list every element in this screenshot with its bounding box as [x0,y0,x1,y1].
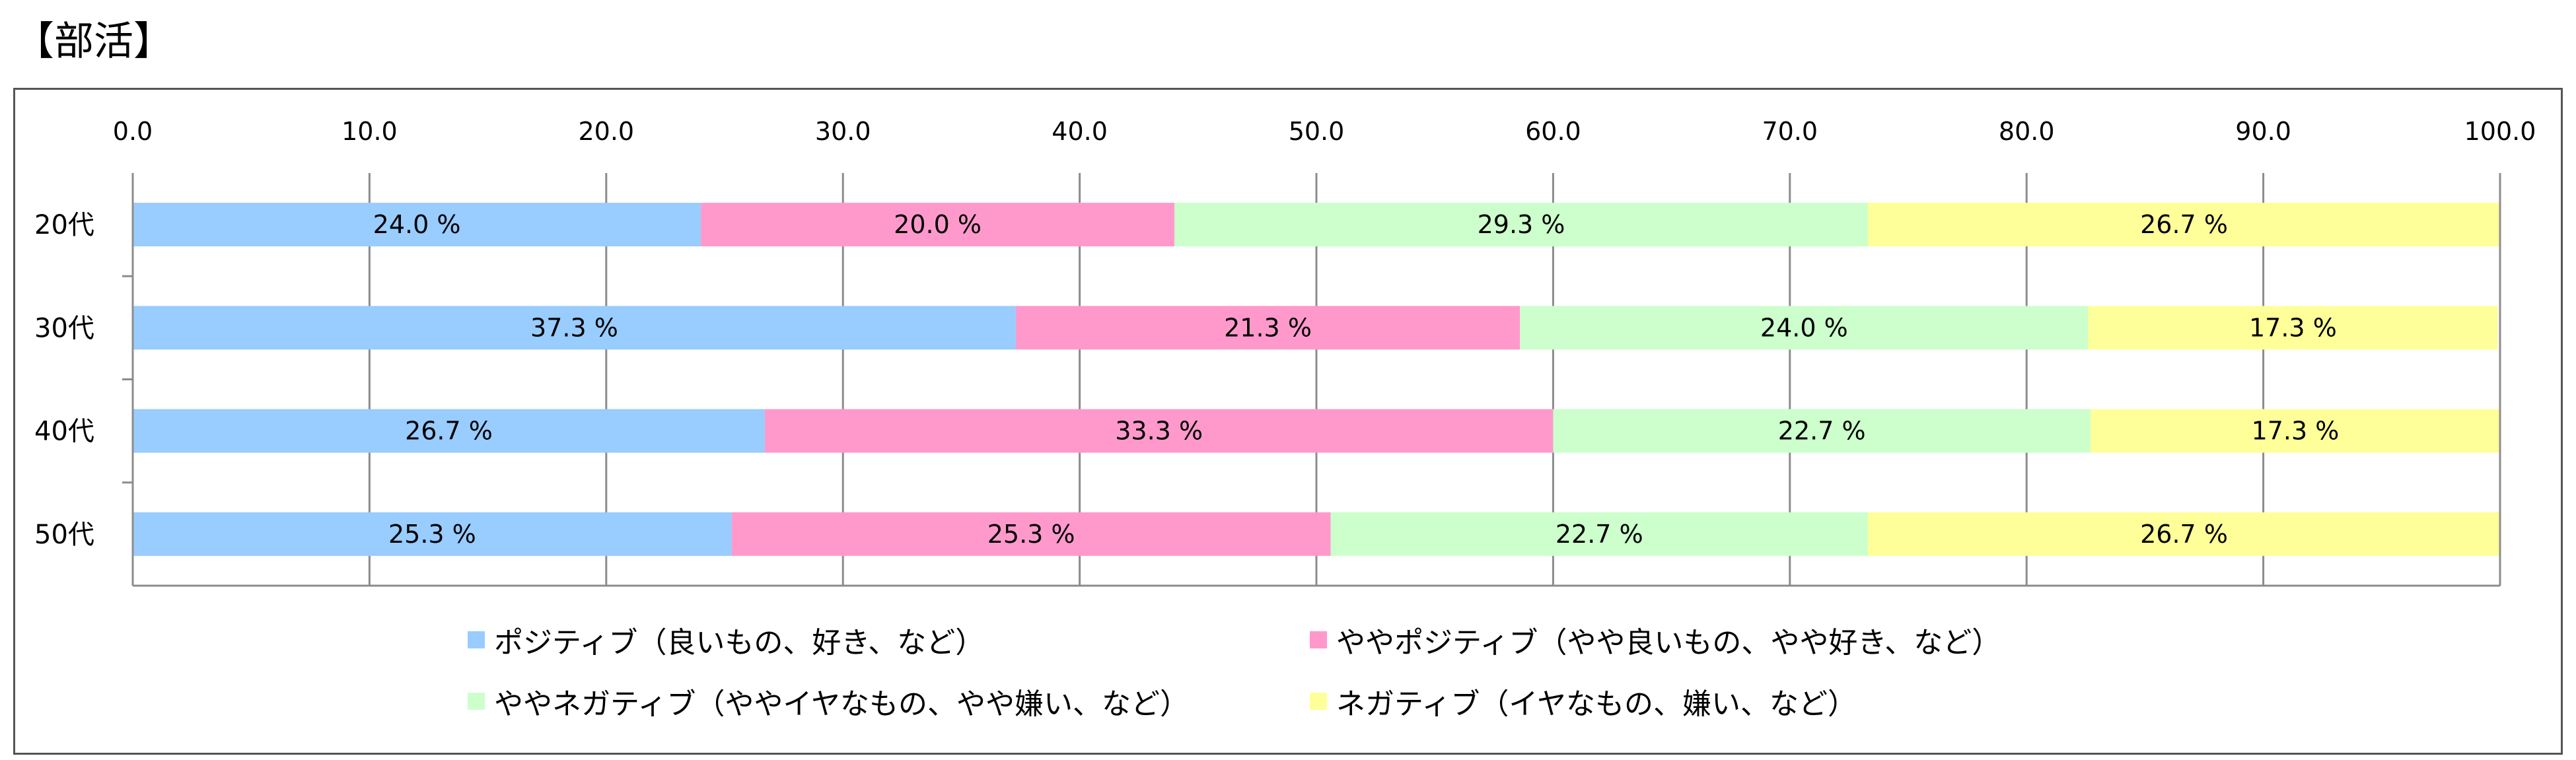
bar-segment [1868,203,2500,247]
bar-segment [133,306,1016,350]
data-label: 29.3 % [1478,210,1565,239]
legend: ポジティブ（良いもの、好き、など） ややポジティブ（やや良いもの、やや好き、など）… [468,626,2001,721]
x-tick-label: 0.0 [113,117,153,146]
bar-segment [701,203,1174,247]
chart-frame [13,88,2563,755]
page-title: 【部活】 [15,18,173,65]
x-tick-label: 90.0 [2235,117,2291,146]
labels: 0.0 10.0 20.0 30.0 40.0 50.0 60.0 70.0 80.0 90.0 1… [34,117,2536,550]
data-label: 37.3 % [530,313,618,342]
category-label: 20代 [34,210,94,240]
x-tick-label: 40.0 [1052,117,1108,146]
bar-segment [2088,306,2498,350]
data-label: 24.0 % [1760,313,1848,342]
data-label: 26.7 % [405,417,493,446]
x-tick-label: 100.0 [2464,117,2536,146]
bar-segment [1015,306,1521,350]
bar-segment [1553,409,2091,453]
bar-segment [1868,512,2500,556]
category-label: 50代 [34,520,94,550]
data-label: 20.0 % [894,210,982,239]
legend-swatch [468,631,485,648]
legend-swatch [1310,693,1327,710]
bar-segment [133,203,701,247]
legend-label: ポジティブ（良いもの、好き、など） [494,626,984,660]
data-label: 22.7 % [1556,520,1643,549]
bars [133,203,2500,556]
data-label: 25.3 % [388,520,476,549]
bar-segment [731,512,1331,556]
x-tick-label: 70.0 [1762,117,1818,146]
data-label: 26.7 % [2140,520,2228,549]
data-label: 25.3 % [987,520,1075,549]
bar-segment [2090,409,2500,453]
x-tick-label: 30.0 [815,117,871,146]
x-tick-label: 20.0 [578,117,634,146]
data-label: 22.7 % [1778,417,1866,446]
legend-label: ネガティブ（イヤなもの、嫌い、など） [1336,687,1857,721]
bar-segment [133,512,732,556]
category-label: 30代 [34,313,94,343]
category-label: 40代 [34,417,94,447]
legend-swatch [468,693,485,710]
x-tick-label: 60.0 [1525,117,1581,146]
data-label: 33.3 % [1115,417,1203,446]
x-tick-label: 50.0 [1289,117,1345,146]
bar-segment [764,409,1554,453]
bar-segment [1174,203,1869,247]
bar-segment [133,409,765,453]
x-tick-label: 80.0 [1999,117,2055,146]
data-label: 17.3 % [2252,417,2340,446]
axes [122,173,2501,587]
data-label: 17.3 % [2249,313,2337,342]
legend-swatch [1310,631,1327,648]
x-tick-label: 10.0 [341,117,398,146]
data-label: 26.7 % [2140,210,2228,239]
legend-label: ややネガティブ（ややイヤなもの、やや嫌い、など） [494,687,1189,721]
bar-segment [1520,306,2089,350]
legend-label: ややポジティブ（やや良いもの、やや好き、など） [1336,626,2001,660]
data-label: 24.0 % [373,210,461,239]
data-label: 21.3 % [1224,313,1312,342]
bar-segment [1330,512,1869,556]
